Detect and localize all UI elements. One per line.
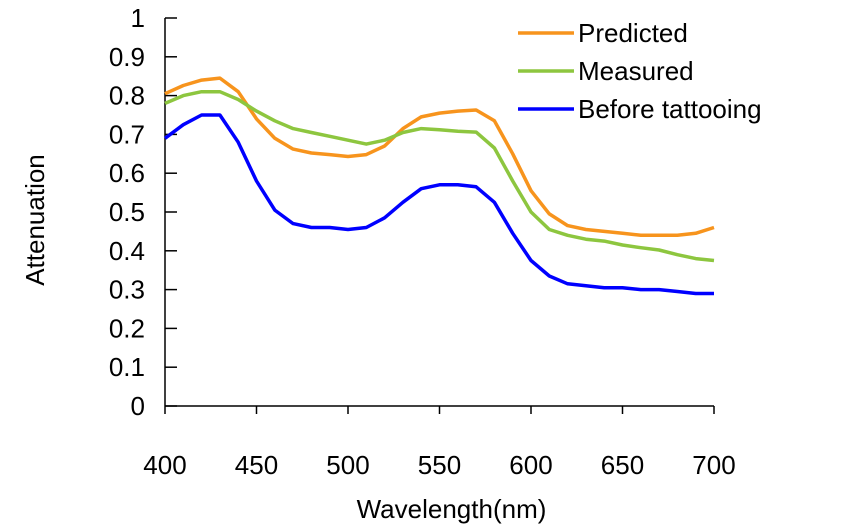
y-tick-label: 0 xyxy=(131,391,145,421)
x-tick-label: 600 xyxy=(509,450,552,480)
legend-label-predicted: Predicted xyxy=(578,18,688,48)
y-tick-label: 0.4 xyxy=(109,236,145,266)
x-tick-label: 450 xyxy=(235,450,278,480)
x-tick-label: 550 xyxy=(418,450,461,480)
series-line-before-tattooing xyxy=(163,113,714,296)
series-lines xyxy=(163,76,715,296)
x-tick-label: 650 xyxy=(601,450,644,480)
legend: Predicted Measured Before tattooing xyxy=(518,18,762,124)
y-ticks: 0 0.1 0.2 0.3 0.4 0.5 0.6 0.7 0.8 0.9 1 xyxy=(109,3,177,421)
x-tick-label: 400 xyxy=(143,450,186,480)
y-axis-title: Attenuation xyxy=(20,154,50,286)
y-tick-label: 0.8 xyxy=(109,81,145,111)
y-tick-label: 0.2 xyxy=(109,313,145,343)
y-tick-label: 0.9 xyxy=(109,42,145,72)
y-tick-label: 0.6 xyxy=(109,158,145,188)
legend-label-before-tattooing: Before tattooing xyxy=(578,94,762,124)
legend-label-measured: Measured xyxy=(578,56,694,86)
x-tick-label: 700 xyxy=(692,450,735,480)
y-tick-label: 0.3 xyxy=(109,275,145,305)
series-line-measured xyxy=(164,89,715,263)
x-axis-title: Wavelength(nm) xyxy=(357,494,547,524)
y-tick-label: 0.7 xyxy=(109,119,145,149)
series-line-predicted xyxy=(164,76,715,238)
x-ticks: 400 450 500 550 600 650 700 xyxy=(143,406,736,480)
y-tick-label: 0.5 xyxy=(109,197,145,227)
x-tick-label: 500 xyxy=(326,450,369,480)
y-tick-label: 0.1 xyxy=(109,352,145,382)
y-tick-label: 1 xyxy=(131,3,145,33)
